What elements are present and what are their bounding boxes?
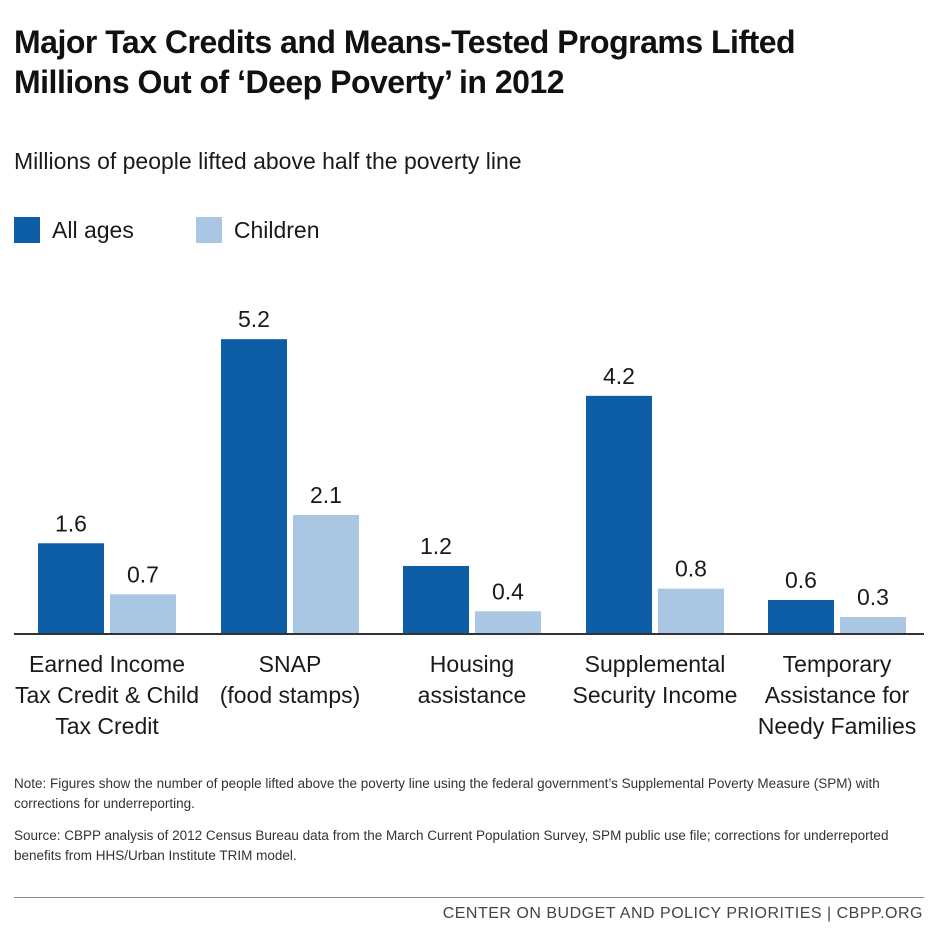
data-label-children-4: 0.3 <box>857 584 889 610</box>
chart-note: Note: Figures show the number of people … <box>14 776 880 811</box>
category-label-2: Housing assistance <box>418 651 527 708</box>
legend-item-all-ages: All ages <box>14 217 134 244</box>
category-label-4: Temporary Assistance for Needy Families <box>758 651 917 739</box>
footer-divider <box>14 897 924 898</box>
legend: All ages Children <box>14 215 381 245</box>
data-label-children-0: 0.7 <box>127 561 159 587</box>
bar-children-3 <box>658 588 724 634</box>
chart-source: Source: CBPP analysis of 2012 Census Bur… <box>14 828 889 863</box>
footer-credit: CENTER ON BUDGET AND POLICY PRIORITIES |… <box>442 905 923 922</box>
bar-all-ages-3 <box>586 395 652 634</box>
bar-children-0 <box>110 594 176 634</box>
chart-subtitle: Millions of people lifted above half the… <box>14 148 522 174</box>
bar-all-ages-4 <box>768 599 834 634</box>
data-label-children-2: 0.4 <box>492 578 524 604</box>
bar-all-ages-1 <box>221 339 287 634</box>
data-label-all-ages-0: 1.6 <box>55 510 87 536</box>
bar-children-4 <box>840 616 906 634</box>
data-label-all-ages-2: 1.2 <box>420 533 452 559</box>
category-label-1: SNAP (food stamps) <box>220 651 361 708</box>
legend-label-children: Children <box>233 216 320 243</box>
bar-children-2 <box>475 611 541 634</box>
data-label-children-1: 2.1 <box>310 482 342 508</box>
legend-swatch-children <box>195 217 222 243</box>
data-label-all-ages-1: 5.2 <box>238 306 270 332</box>
bar-all-ages-0 <box>38 543 104 634</box>
data-label-children-3: 0.8 <box>675 556 707 582</box>
bar-chart: 1.6 5.2 1.2 4.2 0.6 0.7 2.1 0.4 0.8 0.3 Earned Inc… <box>14 306 924 739</box>
legend-item-children: Children <box>195 216 320 244</box>
bar-children-1 <box>293 514 359 634</box>
legend-label-all-ages: All ages <box>52 216 134 243</box>
category-label-3: Supplemental Security Income <box>573 651 738 708</box>
chart-title: Major Tax Credits and Means-Tested Progr… <box>14 24 796 100</box>
bar-all-ages-2 <box>403 565 469 634</box>
data-label-all-ages-4: 0.6 <box>785 567 817 593</box>
legend-swatch-all-ages <box>14 217 40 243</box>
category-label-0: Earned Income Tax Credit & Child Tax Credi… <box>15 651 199 739</box>
data-label-all-ages-3: 4.2 <box>603 363 635 389</box>
